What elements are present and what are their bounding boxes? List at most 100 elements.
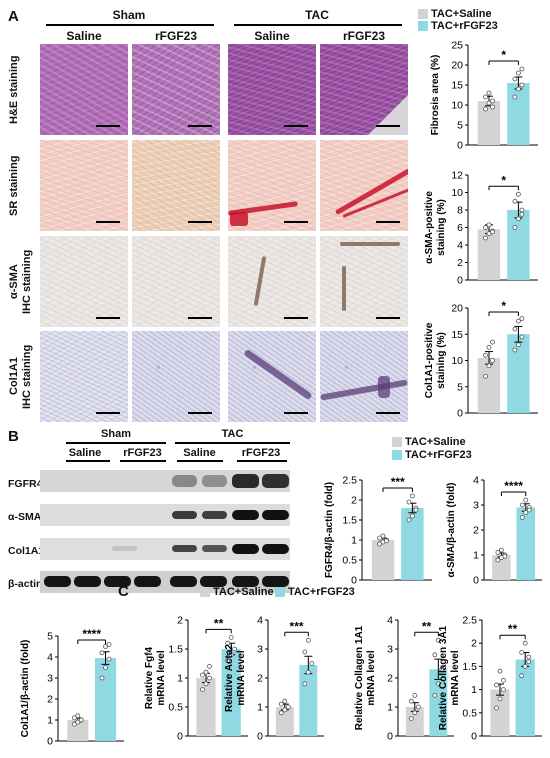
y-tick-label: 4 <box>257 615 263 627</box>
data-point <box>200 672 205 678</box>
image-sr-sham-saline <box>40 140 128 231</box>
data-point <box>203 669 209 675</box>
significance-label: *** <box>290 619 304 633</box>
blot-bactin <box>40 571 290 593</box>
data-point <box>380 533 386 539</box>
data-point <box>309 661 315 666</box>
image-col1a1-tac-rfgf23 <box>320 331 408 422</box>
data-point <box>75 713 81 719</box>
y-tick-label: 0 <box>47 736 53 748</box>
data-point <box>71 715 77 721</box>
y-tick-label: 2 <box>47 694 53 706</box>
bar <box>196 678 216 736</box>
data-point <box>228 652 234 658</box>
y-axis-label: Relative Fgf4 <box>144 646 155 709</box>
legend-swatch <box>418 9 428 20</box>
y-axis-label: mRNA level <box>450 650 461 705</box>
data-point <box>526 654 532 660</box>
y-axis-label: Relative Acta2 <box>224 644 235 712</box>
group-underline <box>46 24 214 26</box>
data-point <box>99 675 105 681</box>
data-point <box>486 363 492 369</box>
y-tick-label: 0 <box>457 408 463 420</box>
data-point <box>519 502 525 508</box>
bar <box>429 669 448 736</box>
significance-label: * <box>501 173 506 187</box>
data-point <box>512 94 518 100</box>
legend-label: TAC+Saline <box>213 586 274 598</box>
group-underline <box>175 442 290 444</box>
data-point <box>232 646 238 652</box>
data-point <box>519 316 525 321</box>
y-tick-label: 0 <box>471 731 477 743</box>
legend-swatch <box>200 587 210 598</box>
data-point <box>412 693 418 698</box>
y-axis-label: staining (%) <box>436 332 447 389</box>
y-tick-label: 2.5 <box>342 475 357 487</box>
data-point <box>377 541 382 547</box>
blot-label-bactin: β-actin <box>8 578 43 590</box>
y-tick-label: 0.5 <box>342 555 357 567</box>
data-point <box>278 710 284 716</box>
y-axis-label: Col1A1-positive <box>424 322 435 398</box>
group-underline <box>234 24 402 26</box>
data-point <box>435 681 441 687</box>
image-asma-tac-rfgf23 <box>320 236 408 327</box>
image-sr-sham-rfgf23 <box>132 140 220 231</box>
data-point <box>490 229 495 235</box>
data-point <box>501 687 506 692</box>
image-col1a1-sham-saline <box>40 331 128 422</box>
data-point <box>516 191 521 197</box>
legend-label: TAC+Saline <box>431 8 492 20</box>
data-point <box>519 673 525 679</box>
legend-a-rfgf23: TAC+rFGF23 <box>418 20 498 32</box>
cond-underline <box>237 460 287 462</box>
data-point <box>225 658 231 663</box>
data-point <box>519 650 525 655</box>
bar <box>515 659 535 736</box>
y-tick-label: 0 <box>177 731 183 743</box>
y-tick-label: 5 <box>457 120 463 132</box>
data-point <box>106 642 112 647</box>
y-tick-label: 2 <box>257 673 263 685</box>
y-axis-label: α-SMA-positive <box>424 191 435 264</box>
data-point <box>103 644 108 649</box>
data-point <box>490 98 495 104</box>
data-point <box>519 207 525 213</box>
panel-a-cond-sham-saline: Saline <box>66 29 102 43</box>
legend-b-saline: TAC+Saline <box>392 436 466 448</box>
significance-label: * <box>501 48 506 62</box>
y-tick-label: 1.5 <box>168 644 183 656</box>
cond-underline <box>120 460 166 462</box>
data-point <box>516 318 521 324</box>
panel-b-cond-sham-rfgf23: rFGF23 <box>123 447 162 459</box>
y-tick-label: 1 <box>177 673 183 685</box>
data-point <box>384 538 389 544</box>
bar <box>507 83 530 145</box>
data-point <box>516 342 521 348</box>
data-point <box>526 507 532 513</box>
y-tick-label: 15 <box>451 80 463 92</box>
data-point <box>486 90 492 96</box>
image-sr-tac-rfgf23 <box>320 140 408 231</box>
blot-label-col1a1: Col1A1 <box>8 545 45 557</box>
data-point <box>106 656 112 662</box>
y-tick-label: 1 <box>257 702 263 714</box>
y-tick-label: 1.5 <box>462 661 477 673</box>
data-point <box>415 704 421 710</box>
y-axis-label: Relative Collagen 1A1 <box>354 625 365 730</box>
blot-fgfr4 <box>40 470 290 492</box>
y-tick-label: 0 <box>387 731 393 743</box>
data-point <box>406 517 412 523</box>
data-point <box>302 649 308 655</box>
y-tick-label: 6 <box>457 222 463 234</box>
significance-label: ** <box>214 616 224 630</box>
y-tick-label: 1 <box>473 550 479 562</box>
image-he-sham-rfgf23 <box>132 44 220 135</box>
legend-swatch <box>418 21 428 32</box>
data-point <box>483 106 488 112</box>
y-tick-label: 2 <box>473 525 479 537</box>
panel-a-group-sham: Sham <box>112 8 146 22</box>
data-point <box>522 640 528 646</box>
data-point <box>519 211 525 217</box>
